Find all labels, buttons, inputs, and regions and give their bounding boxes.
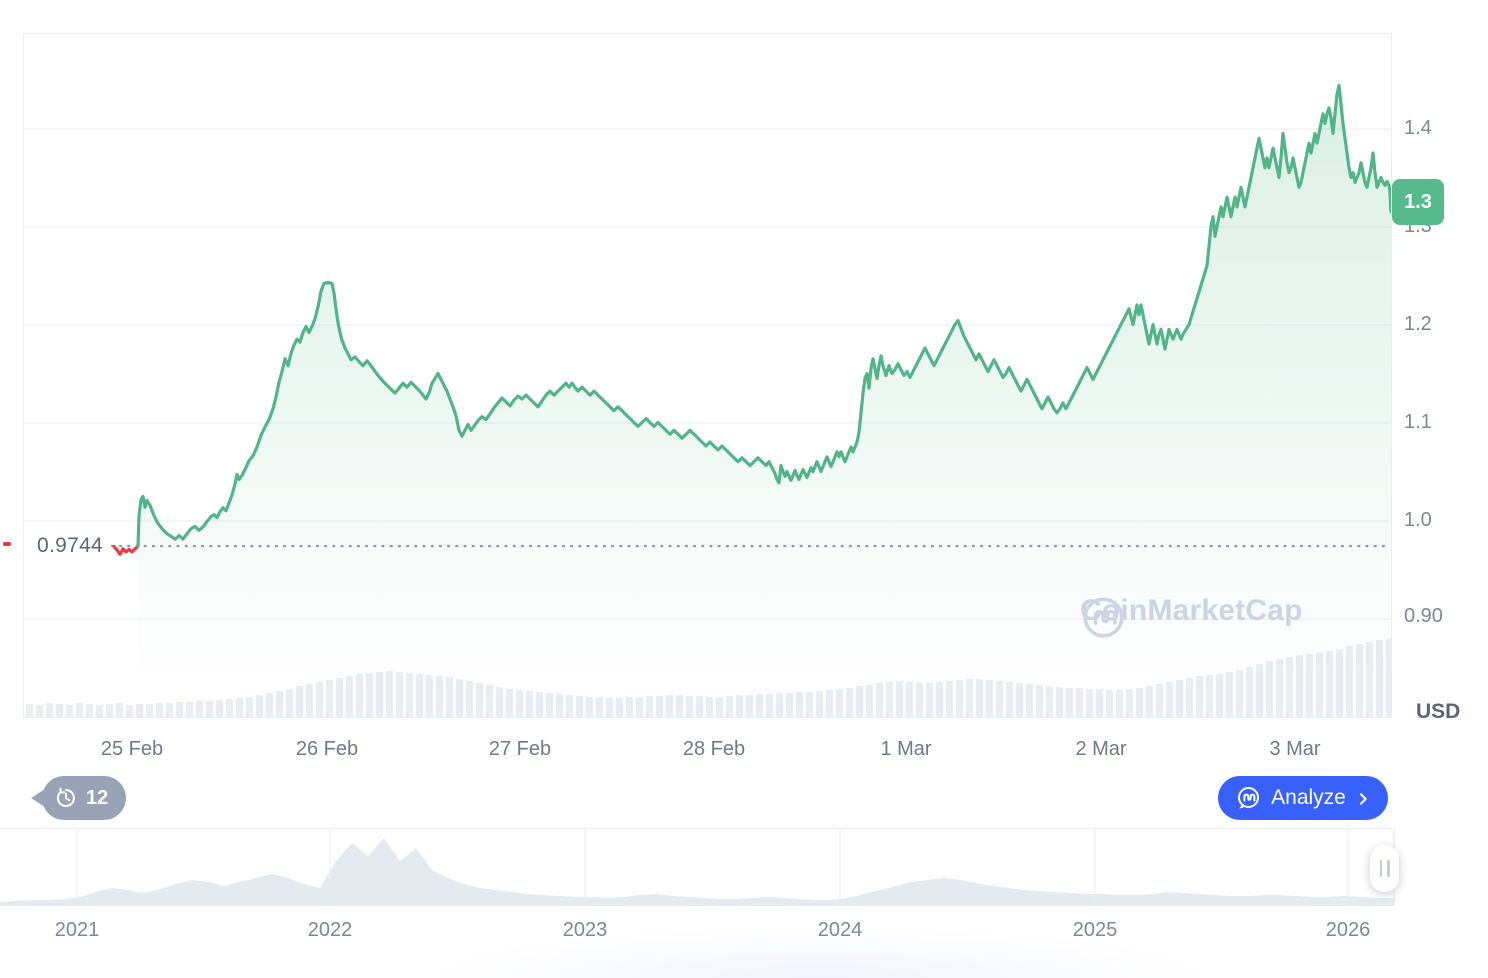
y-axis-tick: 1.1 [1404, 411, 1432, 433]
x-axis-tick: 3 Mar [1269, 738, 1321, 760]
price-chart-card: CoinMarketCap 0.9744 [23, 33, 1392, 718]
timeline-year: 2021 [54, 919, 100, 941]
reference-price-tick [3, 542, 11, 546]
timeline-minimap [0, 829, 1395, 906]
timeline-scrubber[interactable] [0, 828, 1395, 906]
current-price-badge: 1.3 [1392, 179, 1444, 225]
x-axis-tick: 26 Feb [295, 738, 359, 760]
coinmarketcap-chat-icon [1238, 786, 1260, 809]
handle-grip-icon [1379, 860, 1390, 877]
history-count: 12 [86, 786, 109, 809]
y-axis-tick: 0.90 [1404, 605, 1443, 627]
analyze-button[interactable]: Analyze [1218, 776, 1388, 820]
history-badge[interactable]: 12 [30, 776, 127, 820]
timeline-handle[interactable] [1370, 845, 1399, 892]
reference-price-label: 0.9744 [37, 534, 104, 557]
x-axis-tick: 25 Feb [100, 738, 164, 760]
x-axis-tick: 1 Mar [880, 738, 932, 760]
y-axis-tick: 1.0 [1404, 509, 1432, 531]
chevron-right-icon [1359, 792, 1367, 805]
x-axis-tick: 28 Feb [682, 738, 746, 760]
timeline-year: 2022 [307, 919, 353, 941]
history-icon [56, 787, 75, 807]
y-axis-tick: 1.4 [1404, 117, 1432, 139]
analyze-label: Analyze [1271, 786, 1346, 809]
price-chart[interactable] [24, 34, 1391, 717]
y-axis-unit: USD [1416, 700, 1461, 723]
timeline-year: 2025 [1072, 919, 1118, 941]
x-axis-tick: 2 Mar [1075, 738, 1127, 760]
timeline-year: 2024 [817, 919, 863, 941]
y-axis-tick: 1.2 [1404, 313, 1432, 335]
timeline-year: 2026 [1325, 919, 1371, 941]
timeline-year: 2023 [562, 919, 608, 941]
x-axis-tick: 27 Feb [488, 738, 552, 760]
